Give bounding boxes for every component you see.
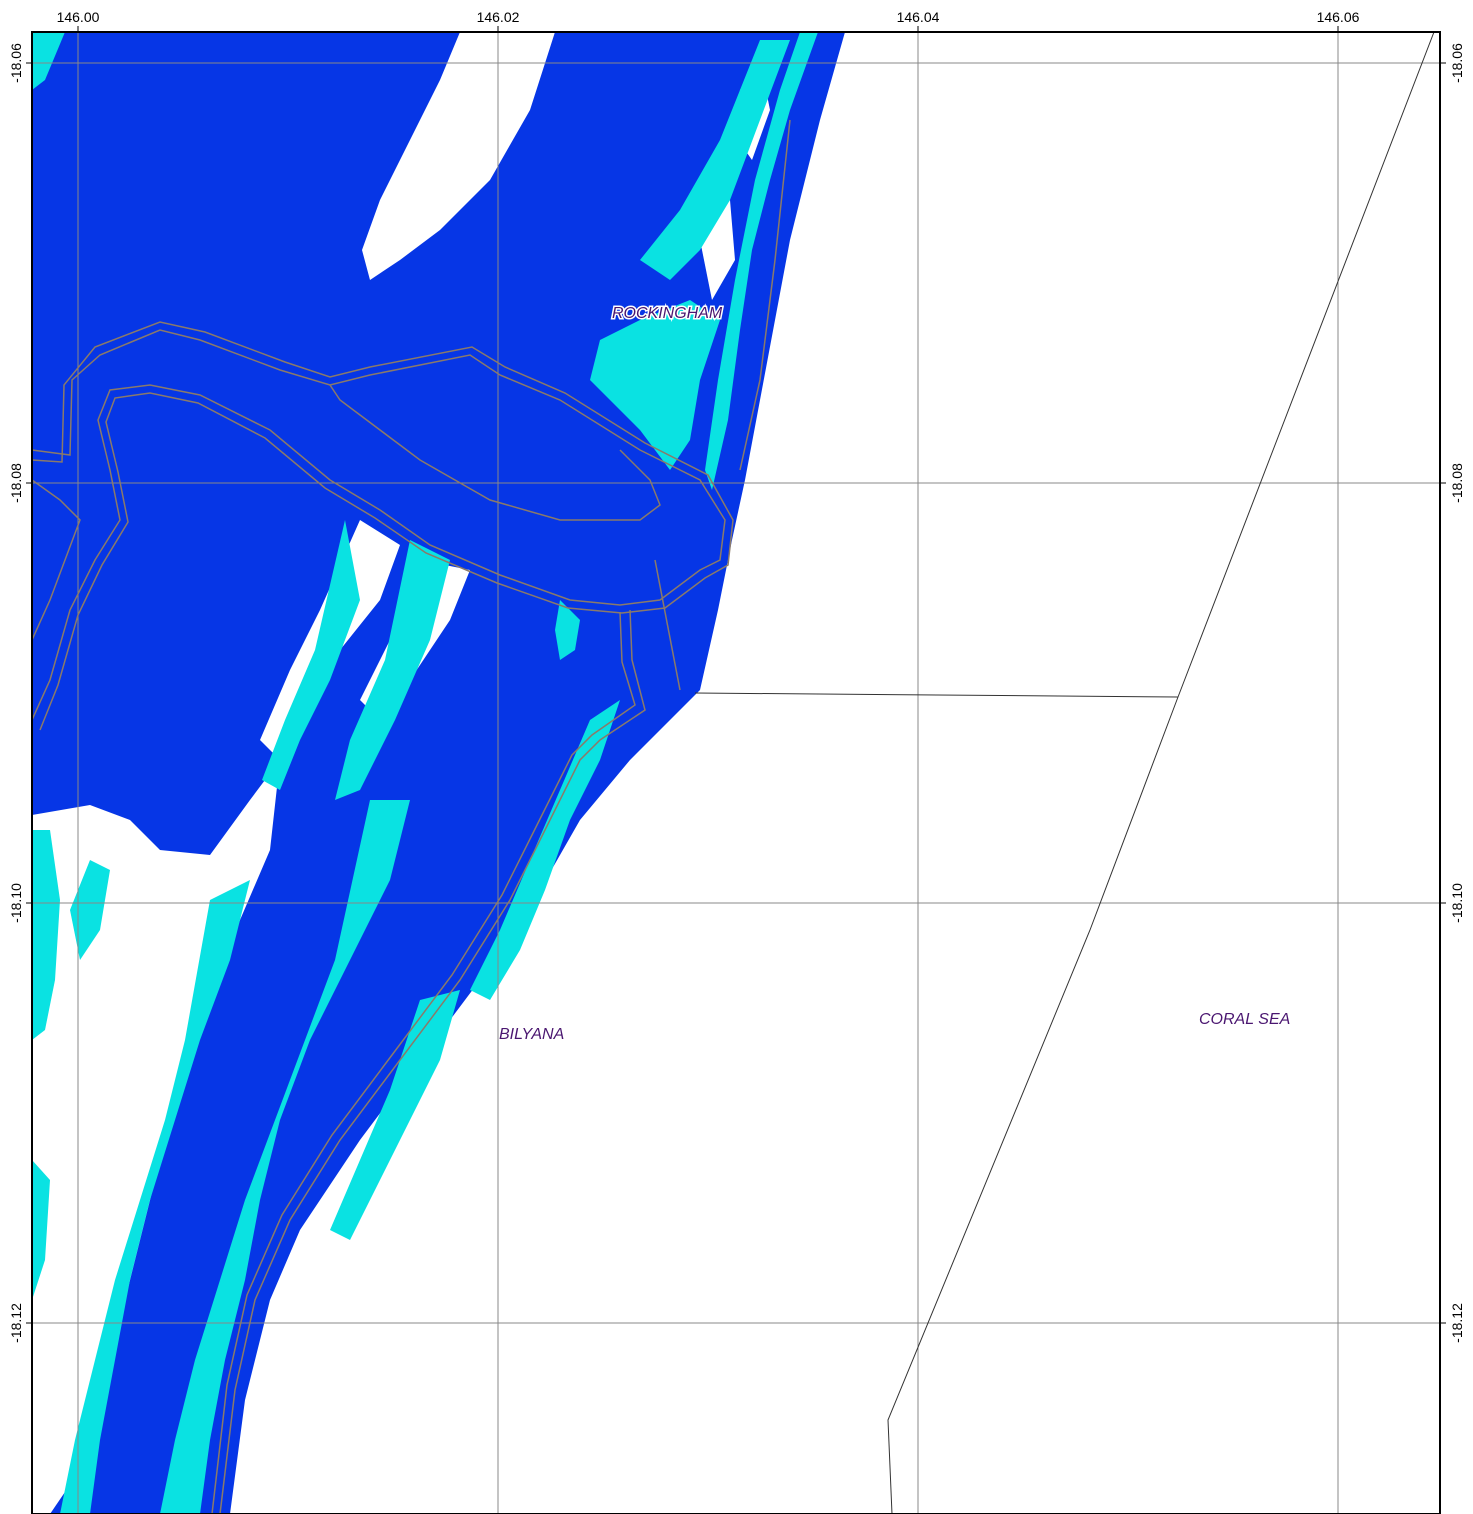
- place-label-bilyana: BILYANA: [499, 1026, 564, 1043]
- x-tick-label: 146.04: [897, 9, 940, 25]
- y-tick-label-left: -18.12: [8, 1303, 24, 1343]
- tick-marks: [26, 26, 1446, 1324]
- x-tick-label: 146.00: [57, 9, 100, 25]
- map-frame: [31, 31, 1441, 1514]
- y-tick-label-right: -18.06: [1449, 43, 1465, 83]
- y-tick-label-left: -18.10: [8, 883, 24, 923]
- y-tick-label-left: -18.06: [8, 43, 24, 83]
- place-label-coral-sea: CORAL SEA: [1199, 1011, 1290, 1028]
- boundary-lines: [694, 32, 1435, 1514]
- y-tick-label-right: -18.10: [1449, 883, 1465, 923]
- y-tick-label-right: -18.12: [1449, 1303, 1465, 1343]
- road-network: [32, 119, 791, 1514]
- y-tick-label-right: -18.08: [1449, 463, 1465, 503]
- y-tick-label-left: -18.08: [8, 463, 24, 503]
- x-tick-label: 146.02: [477, 9, 520, 25]
- x-tick-label: 146.06: [1317, 9, 1360, 25]
- shallow-flood-areas: [32, 32, 818, 1514]
- graticule: [32, 32, 1440, 1514]
- place-label-rockingham: ROCKINGHAM: [612, 305, 723, 322]
